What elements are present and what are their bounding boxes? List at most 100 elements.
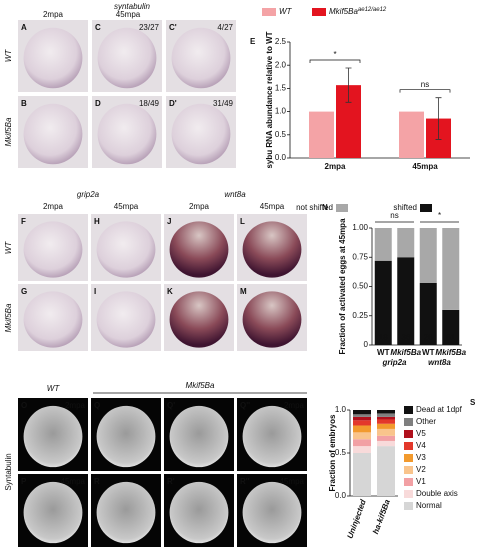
- panel-letter: K: [167, 287, 173, 296]
- embryo: [169, 221, 229, 278]
- legend-label: not shifted: [296, 203, 333, 212]
- stage-header: 45mpa: [116, 10, 141, 19]
- bar-segment: [377, 410, 395, 414]
- panel-letter: C: [95, 23, 101, 32]
- significance-bracket: [309, 59, 361, 63]
- y-tick-label: 2.0: [275, 60, 287, 69]
- count-label: 18/49: [139, 99, 160, 108]
- embryo: [242, 221, 302, 278]
- x-tick-label: 45mpa: [412, 162, 438, 171]
- count-label: 31/49: [213, 99, 234, 108]
- y-tick-label: 0.25: [352, 311, 368, 320]
- x-tick-label: Mkif5Ba: [390, 348, 421, 357]
- embryo: [23, 405, 83, 468]
- bar-segment: [353, 416, 371, 421]
- error-bar: [345, 67, 352, 103]
- n-label: 36: [401, 333, 410, 342]
- legend-swatch: [404, 466, 413, 474]
- embryo: [97, 103, 157, 165]
- embryo: [23, 27, 83, 89]
- row-label: Mkif5Ba: [4, 117, 13, 146]
- stage-label: 45mpa: [280, 477, 305, 486]
- bar-segment: [377, 419, 395, 424]
- y-tick-label: 0.75: [352, 252, 368, 261]
- bar-segment: [397, 257, 415, 345]
- embryo: [242, 481, 302, 544]
- legend-label: V2: [416, 465, 426, 474]
- panel-letter: R': [167, 477, 175, 486]
- legend-label: V4: [416, 441, 426, 450]
- y-tick-label: 1.5: [275, 84, 287, 93]
- bar-segment: [353, 446, 371, 453]
- y-axis-label: Fraction of activated eggs at 45mpa: [338, 218, 347, 355]
- gene-label: grip2a: [77, 190, 100, 199]
- row-label: WT: [4, 49, 13, 63]
- bar-segment: [377, 413, 395, 417]
- legend-label: V5: [416, 429, 426, 438]
- y-axis-label: Fraction of embryos: [328, 414, 337, 491]
- embryo: [97, 27, 157, 89]
- legend-label: Normal: [416, 501, 442, 510]
- embryo: [23, 221, 83, 278]
- error-bar: [435, 97, 442, 140]
- embryo: [23, 103, 83, 165]
- x-tick-label: WT: [422, 348, 435, 357]
- panel-letter: J: [167, 217, 171, 226]
- bar-segment: [353, 439, 371, 447]
- embryo: [96, 405, 156, 468]
- row-label: Mkif5Ba: [4, 303, 13, 332]
- panel-letter: B: [21, 99, 27, 108]
- count-label: 4/27: [217, 23, 233, 32]
- legend-label: Double axis: [416, 489, 458, 498]
- y-tick-label: 0.0: [335, 491, 347, 500]
- bar: [309, 111, 334, 158]
- bar-segment: [377, 428, 395, 436]
- x-tick-label: Uninjected: [345, 497, 368, 540]
- bar-segment: [374, 228, 392, 261]
- legend-swatch: [404, 490, 413, 498]
- y-tick-label: 1.0: [335, 405, 347, 414]
- significance-bracket: [399, 89, 451, 93]
- panel-letter: C': [169, 23, 177, 32]
- gene-label: wnt8a: [224, 190, 246, 199]
- genotype-label: Mkif5Ba: [186, 381, 215, 390]
- panel-letter: F: [21, 217, 26, 226]
- stage-header: 45mpa: [114, 202, 139, 211]
- legend-label: Other: [416, 417, 436, 426]
- genotype-label: WT: [47, 384, 61, 393]
- panel-letter: A: [21, 23, 27, 32]
- legend-swatch: [404, 502, 413, 510]
- stage-label: 45mpa: [61, 477, 86, 486]
- y-tick-label: 0.0: [275, 153, 287, 162]
- stage-header: 2mpa: [189, 202, 210, 211]
- legend-swatch: [404, 454, 413, 462]
- stage-header: 45mpa: [260, 202, 285, 211]
- embryo: [96, 291, 156, 348]
- embryo: [96, 221, 156, 278]
- panel-letter: P: [21, 477, 27, 486]
- panel-letter: Q': [167, 401, 175, 410]
- bar-segment: [377, 423, 395, 429]
- bar-segment: [377, 416, 395, 420]
- panel-letter: H: [94, 217, 100, 226]
- panel-letter: R: [94, 477, 100, 486]
- panel-letter: S: [470, 398, 476, 407]
- embryo: [242, 291, 302, 348]
- legend-swatch: [404, 406, 413, 414]
- bar-segment: [353, 425, 371, 433]
- bar-segment: [353, 414, 371, 417]
- count-label: 23/27: [139, 23, 160, 32]
- y-tick-label: 0.5: [335, 448, 347, 457]
- panel-letter: L: [240, 217, 245, 226]
- n-label: 26: [424, 333, 433, 342]
- significance-label: *: [438, 211, 441, 220]
- legend-label: shifted: [393, 203, 417, 212]
- panel-letter: R'': [240, 477, 250, 486]
- bar-segment: [353, 453, 371, 496]
- bar-segment: [374, 260, 392, 345]
- embryo: [171, 27, 231, 89]
- panel-letter: D': [169, 99, 177, 108]
- legend-swatch: [336, 204, 348, 212]
- significance-label: ns: [421, 80, 429, 89]
